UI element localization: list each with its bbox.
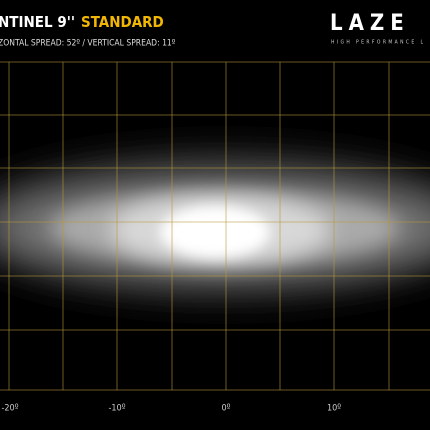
axis-label: -10º (108, 404, 125, 414)
axis-label: -20º (1, 404, 18, 414)
title: NTINEL 9'' STANDARD (0, 13, 164, 31)
title-highlight: STANDARD (81, 13, 164, 31)
subtitle: ZONTAL SPREAD: 52º / VERTICAL SPREAD: 11… (0, 39, 176, 49)
title-text: NTINEL 9'' (0, 13, 75, 31)
beam (0, 155, 430, 295)
logo-tagline: HIGH PERFORMANCE L (331, 40, 425, 46)
axis-label: 0º (222, 404, 231, 414)
axis-label: 10º (327, 404, 341, 414)
logo: LAZE (330, 11, 410, 36)
grid (0, 61, 430, 391)
